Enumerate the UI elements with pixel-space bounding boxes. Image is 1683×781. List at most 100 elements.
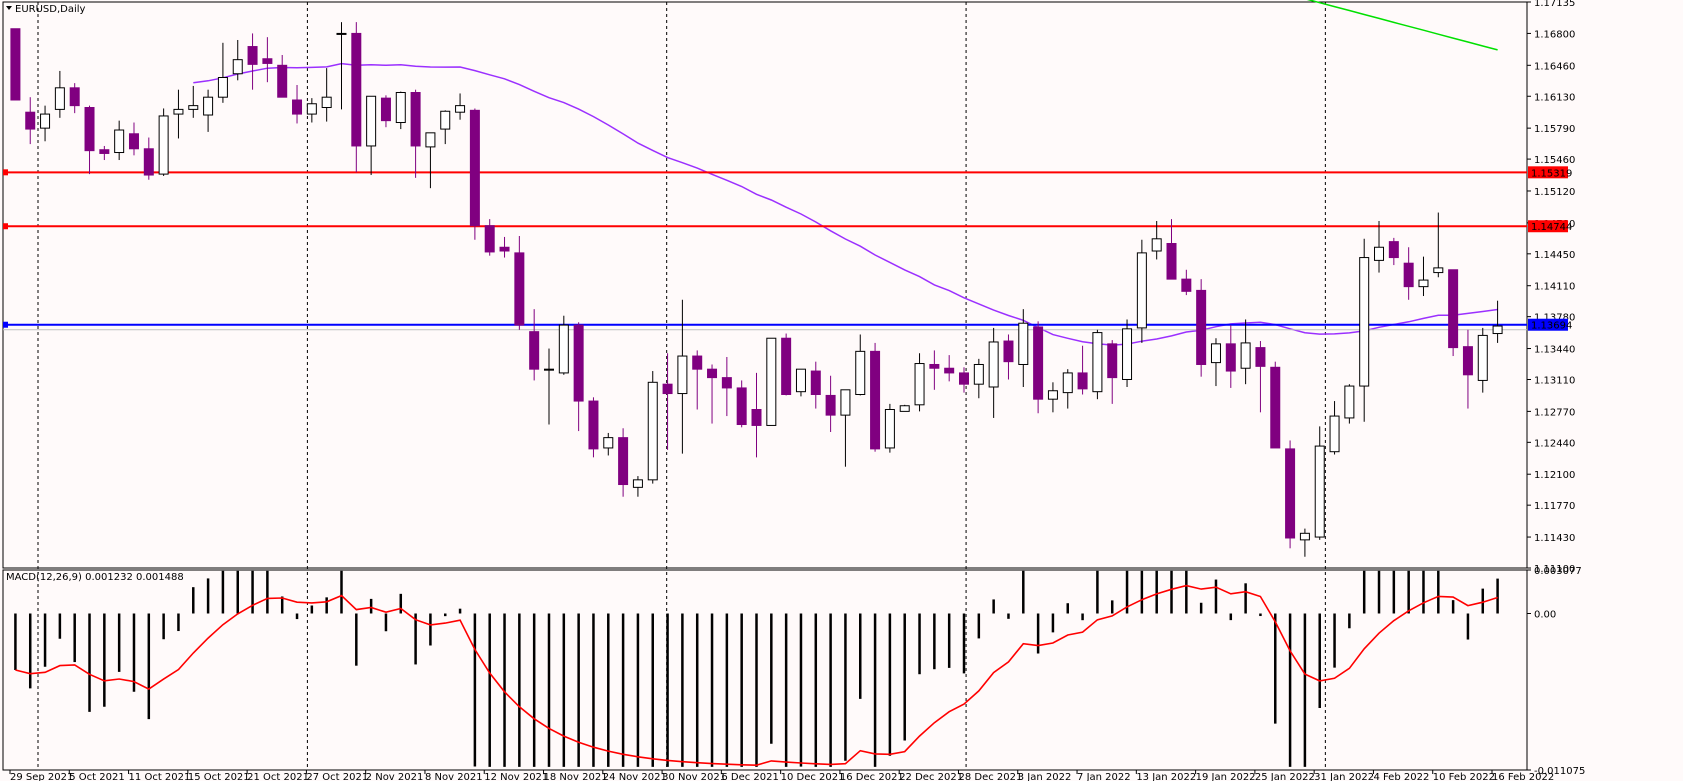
- candle-body[interactable]: [455, 105, 466, 113]
- level-handle[interactable]: [3, 223, 8, 230]
- candle-body[interactable]: [766, 337, 777, 426]
- candle-body[interactable]: [973, 363, 984, 385]
- candle-body[interactable]: [143, 148, 154, 176]
- candle-body[interactable]: [351, 32, 362, 147]
- candle-body[interactable]: [54, 87, 65, 110]
- candle-body[interactable]: [914, 363, 925, 406]
- candle-body[interactable]: [410, 92, 421, 147]
- candle-body[interactable]: [707, 368, 718, 379]
- candle-body[interactable]: [247, 46, 258, 65]
- candle-body[interactable]: [1433, 267, 1444, 274]
- candle-body[interactable]: [1359, 257, 1370, 387]
- candle-body[interactable]: [1403, 262, 1414, 288]
- candle-body[interactable]: [232, 59, 243, 75]
- candle-body[interactable]: [618, 437, 629, 486]
- candle-body[interactable]: [25, 111, 36, 130]
- candle-body[interactable]: [870, 350, 881, 450]
- candle-body[interactable]: [1418, 279, 1429, 288]
- candle-body[interactable]: [543, 368, 554, 371]
- candle-body[interactable]: [1255, 347, 1266, 367]
- candle-body[interactable]: [810, 370, 821, 395]
- candle-body[interactable]: [751, 409, 762, 426]
- candle-body[interactable]: [1107, 343, 1118, 379]
- candle-body[interactable]: [425, 132, 436, 148]
- candle-body[interactable]: [929, 363, 940, 369]
- candle-body[interactable]: [647, 381, 658, 481]
- candle-body[interactable]: [632, 479, 643, 488]
- candle-body[interactable]: [825, 394, 836, 416]
- candle-body[interactable]: [262, 58, 273, 64]
- candle-body[interactable]: [1270, 366, 1281, 449]
- candle-body[interactable]: [1374, 246, 1385, 261]
- candle-body[interactable]: [1344, 385, 1355, 419]
- level-handle[interactable]: [3, 169, 8, 176]
- candle-body[interactable]: [781, 337, 792, 395]
- level-handle[interactable]: [3, 321, 8, 328]
- candle-body[interactable]: [1388, 241, 1399, 259]
- candle-body[interactable]: [558, 324, 569, 374]
- candle-body[interactable]: [662, 383, 673, 395]
- candle-body[interactable]: [1151, 238, 1162, 252]
- candle-body[interactable]: [99, 149, 110, 154]
- candle-body[interactable]: [366, 95, 377, 147]
- candle-body[interactable]: [1136, 252, 1147, 329]
- candle-body[interactable]: [1077, 372, 1088, 390]
- candle-body[interactable]: [173, 108, 184, 115]
- candle-body[interactable]: [114, 129, 125, 154]
- candle-body[interactable]: [1462, 346, 1473, 376]
- candle-body[interactable]: [603, 437, 614, 449]
- candle-body[interactable]: [944, 367, 955, 374]
- candle-body[interactable]: [1448, 269, 1459, 349]
- candle-body[interactable]: [1196, 289, 1207, 365]
- candle-body[interactable]: [1492, 325, 1503, 335]
- candle-body[interactable]: [321, 96, 332, 109]
- main-pane[interactable]: [2, 1, 1528, 569]
- candle-body[interactable]: [1062, 372, 1073, 394]
- candle-body[interactable]: [292, 99, 303, 115]
- candle-body[interactable]: [188, 105, 199, 110]
- candle-body[interactable]: [1477, 334, 1488, 381]
- candle-body[interactable]: [795, 368, 806, 393]
- candle-body[interactable]: [1225, 343, 1236, 372]
- candle-body[interactable]: [1003, 340, 1014, 363]
- candle-body[interactable]: [692, 355, 703, 370]
- candle-body[interactable]: [899, 405, 910, 412]
- candle-body[interactable]: [277, 64, 288, 98]
- candle-body[interactable]: [1181, 278, 1192, 292]
- candle-body[interactable]: [395, 92, 406, 124]
- candle-body[interactable]: [10, 28, 21, 101]
- candle-body[interactable]: [1092, 332, 1103, 393]
- triangle-down-icon[interactable]: [6, 6, 12, 10]
- candle-body[interactable]: [884, 409, 895, 449]
- candle-body[interactable]: [677, 355, 688, 395]
- candle-body[interactable]: [128, 133, 139, 150]
- candle-body[interactable]: [1122, 328, 1133, 380]
- candle-body[interactable]: [1314, 445, 1325, 538]
- candle-body[interactable]: [1210, 343, 1221, 364]
- candle-body[interactable]: [69, 87, 80, 107]
- candle-body[interactable]: [1299, 532, 1310, 541]
- candle-body[interactable]: [736, 387, 747, 426]
- candle-body[interactable]: [380, 97, 391, 122]
- candle-body[interactable]: [1329, 415, 1340, 453]
- candle-body[interactable]: [1047, 390, 1058, 400]
- candle-body[interactable]: [484, 225, 495, 253]
- candle-body[interactable]: [573, 324, 584, 402]
- candle-body[interactable]: [855, 350, 866, 395]
- candle-body[interactable]: [1166, 242, 1177, 280]
- candle-body[interactable]: [440, 110, 451, 130]
- candle-body[interactable]: [514, 252, 525, 326]
- candle-body[interactable]: [1240, 342, 1251, 369]
- candle-body[interactable]: [40, 113, 51, 129]
- candle-body[interactable]: [499, 246, 510, 252]
- candle-body[interactable]: [721, 377, 732, 389]
- candle-body[interactable]: [158, 115, 169, 175]
- candle-body[interactable]: [1033, 326, 1044, 400]
- candle-body[interactable]: [217, 76, 228, 98]
- candle-body[interactable]: [988, 341, 999, 388]
- candle-body[interactable]: [529, 331, 540, 370]
- candle-body[interactable]: [306, 103, 317, 115]
- candle-body[interactable]: [959, 372, 970, 385]
